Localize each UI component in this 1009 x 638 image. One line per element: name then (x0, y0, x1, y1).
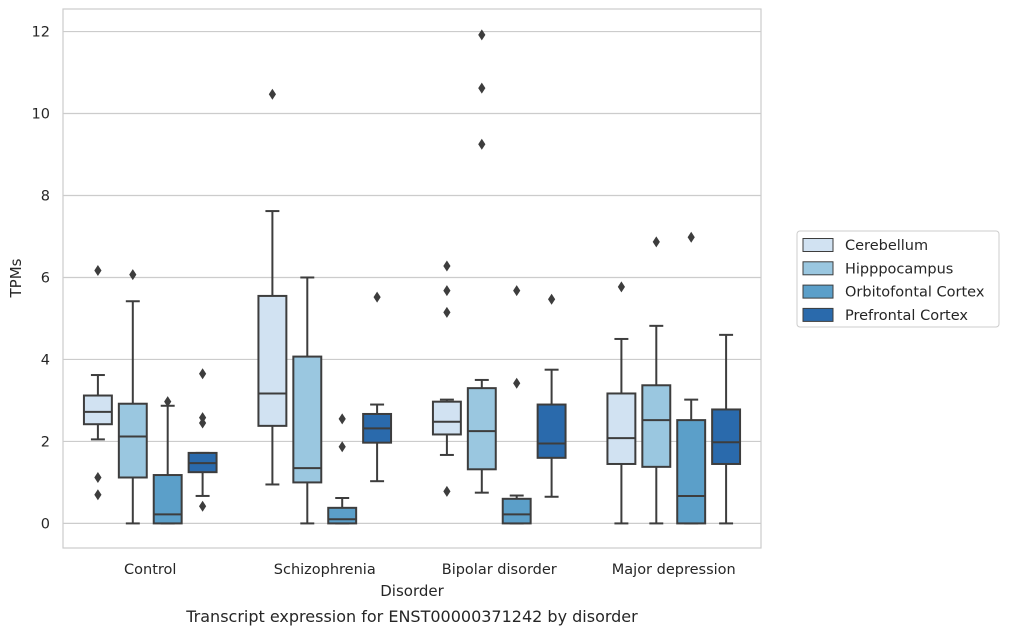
box-plot (676, 231, 707, 525)
outlier-point (478, 82, 486, 94)
box-iqr (676, 419, 707, 525)
box-plot (606, 281, 637, 525)
outlier-point (617, 281, 625, 293)
outlier-point (199, 417, 207, 429)
box-iqr (82, 394, 113, 426)
box-iqr (501, 497, 532, 525)
legend-label: Hipppocampus (845, 261, 953, 277)
outlier-point (478, 138, 486, 150)
outlier-point (338, 413, 346, 425)
x-tick-label: Bipolar disorder (442, 562, 557, 578)
outlier-point (199, 368, 207, 380)
box-plot (501, 285, 532, 525)
box-plot (187, 368, 218, 512)
box-iqr (606, 392, 637, 465)
outlier-point (268, 88, 276, 100)
outlier-point (443, 285, 451, 297)
box-plot (641, 236, 672, 525)
outlier-point (652, 236, 660, 248)
outlier-point (478, 29, 486, 41)
y-tick-label: 2 (41, 434, 50, 450)
y-tick-labels: 0 2 4 6 8 10 12 (32, 25, 50, 533)
outlier-point (548, 293, 556, 305)
outlier-point (129, 269, 137, 281)
outlier-point (443, 306, 451, 318)
box-plot (117, 269, 148, 525)
box-iqr (466, 387, 497, 471)
outlier-point (164, 396, 172, 408)
box-plot (431, 260, 462, 497)
legend-label: Cerebellum (845, 238, 928, 254)
boxes-layer (82, 29, 742, 525)
outlier-point (443, 260, 451, 272)
box-iqr (431, 400, 462, 436)
y-tick-label: 4 (41, 352, 50, 368)
outlier-point (373, 291, 381, 303)
legend-swatch (802, 307, 834, 322)
box-plot (466, 29, 497, 494)
x-tick-label: Schizophrenia (274, 562, 376, 578)
outlier-point (94, 265, 102, 277)
outlier-point (94, 489, 102, 501)
legend-swatch (802, 284, 834, 299)
box-iqr (641, 384, 672, 468)
outlier-point (338, 441, 346, 453)
grid-layer (63, 30, 761, 525)
x-tick-label: Control (124, 562, 176, 578)
legend-frame (796, 230, 1000, 328)
legend-swatch (802, 238, 834, 252)
y-tick-label: 0 (41, 516, 50, 532)
box-plot (362, 291, 393, 483)
box-plot (327, 413, 358, 525)
box-plot (257, 88, 288, 486)
box-iqr (536, 403, 567, 459)
x-tick-labels: Control Schizophrenia Bipolar disorder Majo… (124, 562, 736, 578)
box-iqr (117, 402, 148, 479)
y-tick-label: 12 (32, 25, 50, 41)
box-plot (82, 265, 113, 501)
legend-swatch (802, 261, 834, 276)
box-iqr (257, 294, 288, 427)
outlier-point (199, 500, 207, 512)
y-tick-label: 6 (41, 270, 50, 286)
box-iqr (327, 506, 358, 525)
plot-frame (62, 8, 762, 549)
legend-items: Cerebellum Hipppocampus Orbitofontal Corte… (802, 238, 985, 324)
outlier-point (513, 285, 521, 297)
y-tick-label: 10 (32, 107, 50, 123)
y-tick-label: 8 (41, 188, 50, 204)
box-plot (152, 396, 183, 525)
outlier-point (443, 485, 451, 497)
box-plot (711, 333, 742, 525)
outlier-point (687, 231, 695, 243)
outlier-point (513, 377, 521, 389)
legend-label: Prefrontal Cortex (845, 308, 968, 324)
x-tick-label: Major depression (612, 562, 736, 578)
outlier-point (94, 471, 102, 483)
box-iqr (711, 408, 742, 465)
box-iqr (152, 474, 183, 525)
legend: Cerebellum Hipppocampus Orbitofontal Corte… (796, 230, 1000, 328)
chart-caption: Transcript expression for ENST0000037124… (185, 607, 638, 626)
box-plot (292, 276, 323, 525)
box-iqr (292, 355, 323, 484)
legend-label: Orbitofontal Cortex (845, 285, 985, 301)
box-plot (536, 293, 567, 498)
y-axis-label: TPMs (7, 258, 25, 298)
x-axis-label: Disorder (380, 582, 444, 600)
